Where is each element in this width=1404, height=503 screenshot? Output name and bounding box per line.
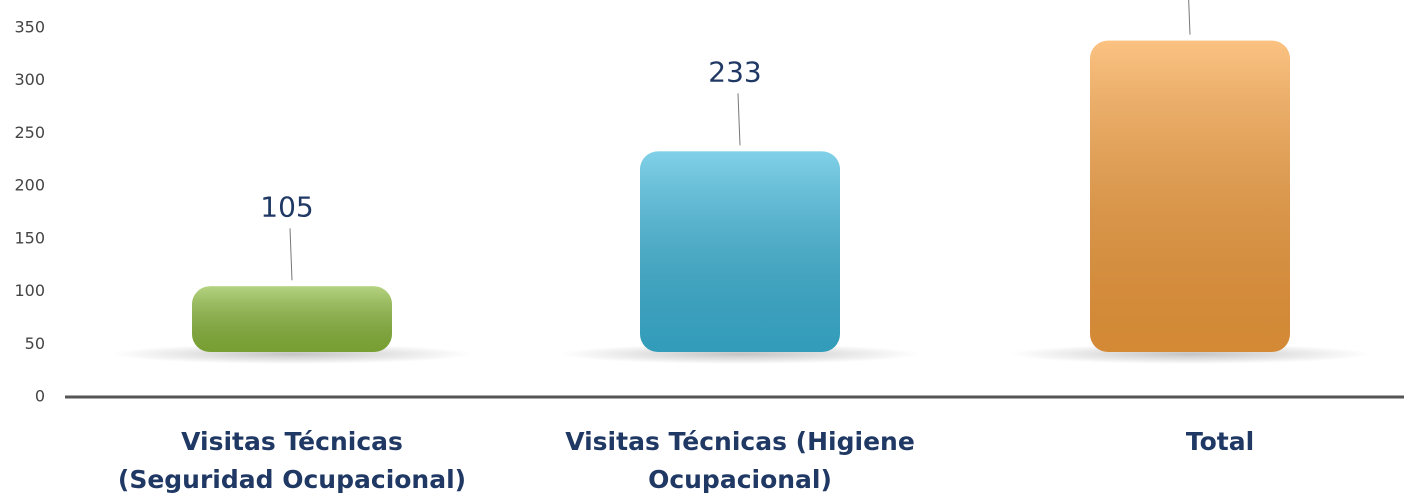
y-tick-label: 250	[14, 123, 45, 142]
y-tick-label: 150	[14, 228, 45, 247]
x-tick-label: Visitas Técnicas (Seguridad Ocupacional)	[117, 427, 467, 494]
y-tick-label: 350	[14, 18, 45, 37]
value-label: 233	[708, 55, 761, 88]
leader-line	[1188, 0, 1191, 35]
y-tick-label: 100	[14, 281, 45, 300]
leader-line	[289, 228, 293, 281]
bar-highlight	[192, 286, 392, 352]
y-tick-label: 300	[14, 70, 45, 89]
x-tick-label: Total	[1185, 427, 1255, 456]
y-tick-label: 50	[25, 334, 45, 353]
value-label: 105	[260, 190, 313, 223]
x-tick-label: Visitas Técnicas (Higiene Ocupacional)	[565, 427, 915, 494]
leader-line	[737, 93, 741, 146]
bar-highlight	[1090, 40, 1290, 352]
y-tick-label: 0	[35, 387, 45, 406]
y-tick-label: 200	[14, 176, 45, 195]
bar-highlight	[640, 151, 840, 352]
